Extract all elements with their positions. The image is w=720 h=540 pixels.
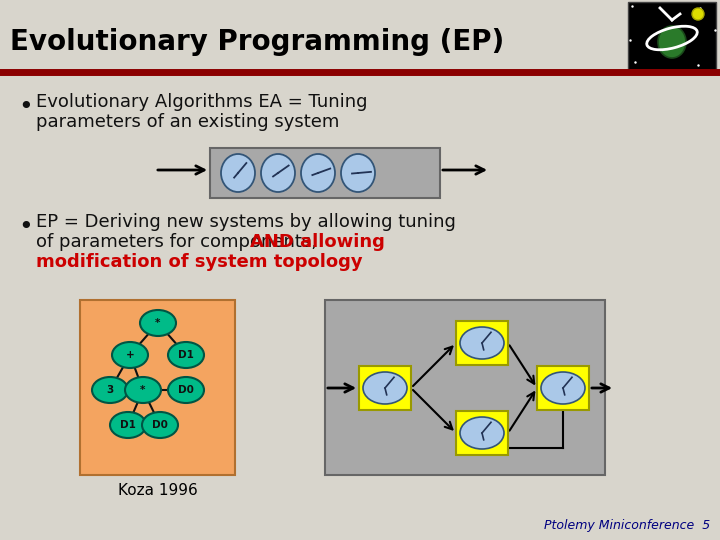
Text: *: * (156, 318, 161, 328)
Text: AND allowing: AND allowing (251, 233, 385, 251)
Ellipse shape (125, 377, 161, 403)
Text: D1: D1 (120, 420, 136, 430)
Ellipse shape (541, 372, 585, 404)
Bar (359, 366, 411, 410)
Text: D1: D1 (178, 350, 194, 360)
Ellipse shape (658, 26, 686, 58)
Ellipse shape (221, 154, 255, 192)
Ellipse shape (341, 154, 375, 192)
Bar (456, 321, 508, 365)
Ellipse shape (460, 327, 504, 359)
Ellipse shape (363, 372, 407, 404)
Text: Evolutionary Algorithms EA = Tuning: Evolutionary Algorithms EA = Tuning (36, 93, 367, 111)
Text: •: • (18, 95, 32, 119)
Bar (325, 300, 605, 475)
Text: *: * (140, 385, 145, 395)
Ellipse shape (110, 412, 146, 438)
Text: D0: D0 (178, 385, 194, 395)
Text: of parameters for components,: of parameters for components, (36, 233, 323, 251)
Bar (628, 2, 716, 70)
Ellipse shape (112, 342, 148, 368)
Ellipse shape (92, 377, 128, 403)
Text: •: • (18, 215, 32, 239)
Ellipse shape (301, 154, 335, 192)
Text: modification of system topology: modification of system topology (36, 253, 363, 271)
Ellipse shape (142, 412, 178, 438)
Ellipse shape (261, 154, 295, 192)
Text: parameters of an existing system: parameters of an existing system (36, 113, 339, 131)
Text: Evolutionary Programming (EP): Evolutionary Programming (EP) (10, 28, 504, 56)
Bar (80, 300, 235, 475)
Text: Koza 1996: Koza 1996 (118, 483, 198, 498)
Ellipse shape (140, 310, 176, 336)
Bar (537, 366, 589, 410)
Text: Ptolemy Miniconference  5: Ptolemy Miniconference 5 (544, 519, 710, 532)
Text: 3: 3 (107, 385, 114, 395)
Text: D0: D0 (152, 420, 168, 430)
Ellipse shape (460, 417, 504, 449)
Ellipse shape (692, 8, 704, 20)
Text: +: + (125, 350, 135, 360)
Ellipse shape (168, 377, 204, 403)
Bar (210, 148, 440, 198)
Text: EP = Deriving new systems by allowing tuning: EP = Deriving new systems by allowing tu… (36, 213, 456, 231)
Ellipse shape (168, 342, 204, 368)
Bar (456, 411, 508, 455)
